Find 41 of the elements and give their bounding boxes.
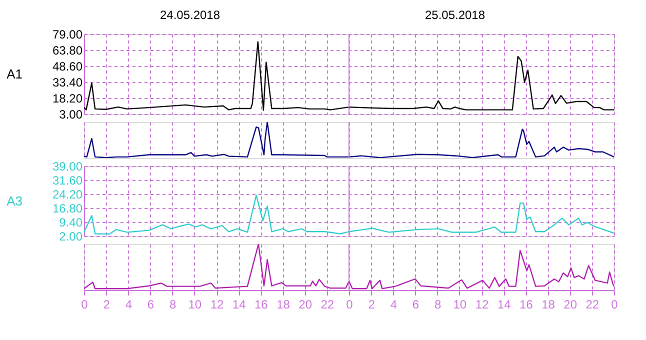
x-tick-label: 6 bbox=[412, 298, 420, 312]
x-tick-label: 16 bbox=[254, 298, 268, 312]
x-tick-label: 0 bbox=[346, 298, 354, 312]
y-tick-label: 2.00 bbox=[59, 230, 83, 244]
text: 24.05.2018 bbox=[160, 8, 220, 22]
x-tick-label: 20 bbox=[564, 298, 578, 312]
y-tick-label: 39.00 bbox=[52, 160, 83, 174]
x-tick-label: 14 bbox=[232, 298, 246, 312]
x-tick-label: 12 bbox=[475, 298, 489, 312]
y-axis-title: A1 bbox=[6, 66, 22, 82]
x-tick-label: 20 bbox=[298, 298, 312, 312]
y-tick-label: 24.20 bbox=[52, 188, 83, 202]
y-axis-title: A3 bbox=[6, 194, 22, 208]
x-tick-label: 4 bbox=[390, 298, 398, 312]
y-tick-label: 79.00 bbox=[52, 28, 83, 42]
x-tick-label: 14 bbox=[497, 298, 512, 312]
x-tick-label: 18 bbox=[542, 298, 556, 312]
text: 25.05.2018 bbox=[424, 8, 486, 22]
x-tick-label: 22 bbox=[320, 298, 334, 312]
y-tick-label: 31.60 bbox=[52, 174, 83, 188]
y-tick-label: 48.60 bbox=[52, 60, 83, 74]
x-tick-label: 0 bbox=[611, 298, 618, 312]
x-tick-label: 10 bbox=[188, 298, 202, 312]
y-tick-label: 18.20 bbox=[52, 92, 83, 106]
x-tick-label: 12 bbox=[210, 298, 224, 312]
y-tick-label: 9.40 bbox=[59, 216, 83, 230]
x-tick-label: 6 bbox=[147, 298, 154, 312]
x-tick-label: 8 bbox=[169, 298, 176, 312]
x-tick-label: 18 bbox=[276, 298, 290, 312]
y-tick-label: 33.40 bbox=[52, 76, 83, 90]
x-tick-label: 22 bbox=[586, 298, 600, 312]
y-tick-label: 16.80 bbox=[52, 202, 83, 216]
x-tick-label: 2 bbox=[103, 298, 110, 312]
x-tick-label: 0 bbox=[81, 298, 88, 312]
x-tick-label: 2 bbox=[368, 298, 376, 312]
x-tick-label: 4 bbox=[125, 298, 132, 312]
x-tick-label: 8 bbox=[434, 298, 442, 312]
y-tick-label: 63.80 bbox=[52, 44, 83, 58]
x-tick-label: 10 bbox=[453, 298, 467, 312]
y-tick-label: 3.00 bbox=[59, 108, 83, 122]
x-tick-label: 16 bbox=[519, 298, 534, 312]
